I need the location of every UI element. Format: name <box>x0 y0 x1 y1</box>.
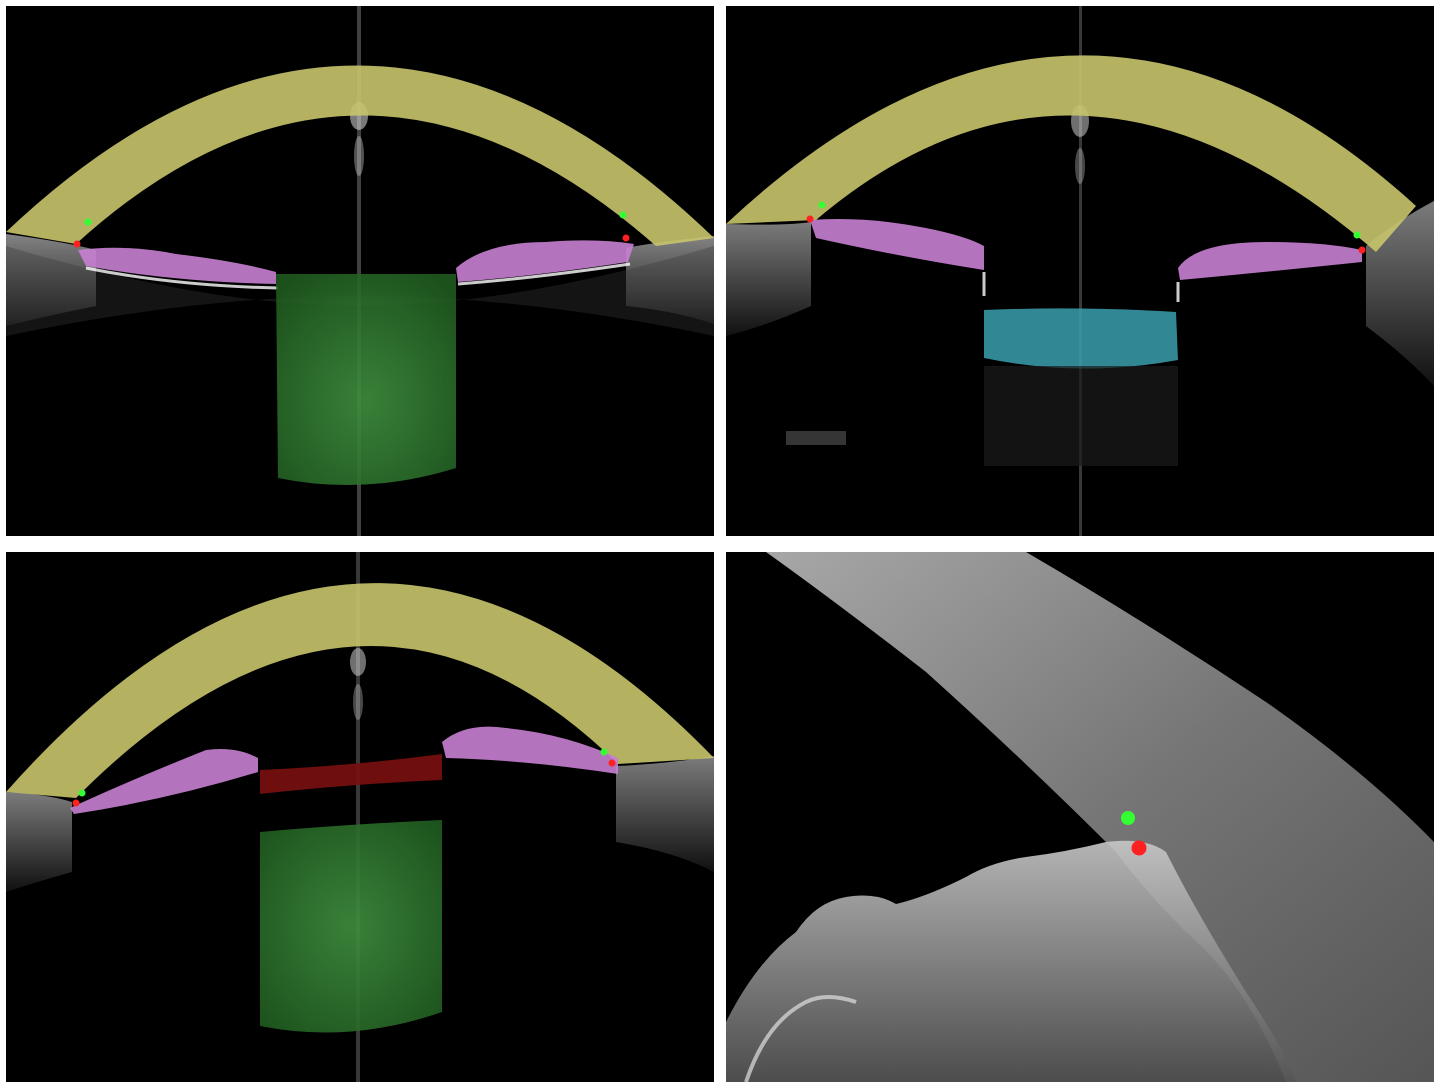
cornea-segment <box>6 65 714 246</box>
cornea-segment <box>6 583 714 798</box>
landmark-red-right <box>608 759 616 767</box>
iris-right-segment <box>456 240 634 282</box>
iris-tissue <box>726 840 1296 1082</box>
sclera-left <box>726 222 811 336</box>
cornea-segment <box>726 55 1416 252</box>
landmark-green-right <box>600 748 608 756</box>
landmark-green-left <box>84 218 92 226</box>
oct-image-bottom-left <box>6 552 714 1082</box>
oct-panel-top-left <box>6 6 714 536</box>
sclera-right <box>1366 201 1434 386</box>
iris-left-segment <box>78 247 276 284</box>
sclera-right <box>616 756 714 872</box>
oct-image-top-right <box>726 6 1434 536</box>
landmark-red-left <box>72 799 80 807</box>
landmark-red-left <box>73 240 81 248</box>
lens-cyan-segment <box>984 308 1178 369</box>
oct-panel-top-right <box>726 6 1434 536</box>
landmark-red-right <box>622 234 630 242</box>
lens-red-segment <box>260 754 442 794</box>
oct-image-top-left <box>6 6 714 536</box>
landmark-green <box>1121 811 1135 825</box>
oct-image-bottom-right <box>726 552 1434 1082</box>
iris-right-segment <box>442 726 618 774</box>
iris-left-segment <box>810 219 984 270</box>
landmark-green-right <box>619 211 627 219</box>
lens-segment <box>276 274 456 486</box>
landmark-green-right <box>1353 231 1361 239</box>
sclera-left <box>6 792 72 892</box>
cornea-sclera-band <box>766 552 1434 1082</box>
iris-left-segment <box>70 749 258 814</box>
oct-panel-bottom-left <box>6 552 714 1082</box>
landmark-green-left <box>78 789 86 797</box>
landmark-red-left <box>806 215 814 223</box>
iris-right-segment <box>1178 242 1362 280</box>
oct-panel-bottom-right <box>726 552 1434 1082</box>
sclera-left <box>6 234 96 326</box>
landmark-red <box>1131 840 1147 856</box>
landmark-green-left <box>818 201 826 209</box>
lens-green-segment <box>260 820 442 1033</box>
landmark-red-right <box>1358 246 1366 254</box>
sclera-right <box>626 236 714 324</box>
